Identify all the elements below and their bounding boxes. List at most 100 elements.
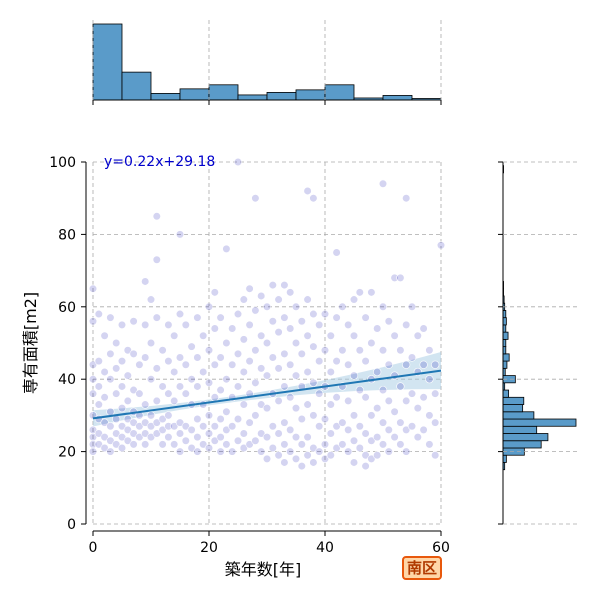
scatter-point <box>373 451 382 460</box>
scatter-point <box>373 433 382 442</box>
scatter-point <box>129 440 138 449</box>
scatter-point <box>344 447 353 456</box>
scatter-point <box>315 357 324 366</box>
scatter-point <box>216 313 225 322</box>
scatter-point <box>349 458 359 467</box>
scatter-point <box>390 433 399 442</box>
scatter-point <box>117 422 127 431</box>
histogram-y-bar <box>502 396 525 405</box>
scatter-point <box>332 393 341 402</box>
scatter-point <box>193 382 202 391</box>
scatter-point <box>355 422 364 431</box>
scatter-point <box>274 429 283 438</box>
scatter-point <box>373 367 382 377</box>
scatter-point <box>164 320 173 330</box>
scatter-point <box>199 422 208 431</box>
scatter-point <box>257 429 266 438</box>
confidence-band-fill <box>93 352 441 427</box>
scatter-point <box>210 360 219 369</box>
scatter-point <box>204 443 214 453</box>
scatter-point <box>88 389 98 398</box>
scatter-point <box>175 309 185 319</box>
scatter-point <box>141 440 150 449</box>
scatter-point <box>309 443 318 453</box>
scatter-point <box>413 404 422 413</box>
scatter-point <box>88 447 98 456</box>
scatter-point <box>239 429 248 438</box>
scatter-point <box>175 429 185 438</box>
scatter-point <box>291 338 301 348</box>
regression-line <box>92 369 442 420</box>
histogram-y-bar <box>502 317 507 326</box>
scatter-point <box>396 440 405 449</box>
scatter-point <box>106 447 115 456</box>
right-histogram <box>498 161 577 525</box>
scatter-point <box>361 313 370 322</box>
scatter-point <box>413 331 422 340</box>
scatter-point <box>146 375 156 384</box>
x-axis-label: 築年数[年] <box>225 560 302 579</box>
scatter-point <box>117 382 127 391</box>
scatter-point <box>193 313 202 322</box>
scatter-point <box>303 367 312 377</box>
histogram-x-bar <box>382 95 413 101</box>
scatter-point <box>100 443 109 453</box>
scatter-point <box>164 357 173 366</box>
histogram-x-bar <box>237 94 268 101</box>
histogram-y-bar <box>502 425 538 434</box>
scatter-point <box>349 411 359 420</box>
scatter-point <box>326 331 335 340</box>
scatter-point <box>251 436 260 445</box>
histogram-y-bar <box>502 433 549 442</box>
scatter-point <box>291 371 301 380</box>
scatter-point <box>170 396 179 406</box>
scatter-point <box>338 346 347 355</box>
scatter-point <box>268 422 277 431</box>
histogram-x-bar <box>295 89 326 101</box>
scatter-point <box>361 451 370 460</box>
histogram-y-bar <box>502 353 510 362</box>
scatter-point <box>204 302 214 311</box>
histogram-y-bar <box>502 418 577 427</box>
scatter-point <box>309 194 318 203</box>
scatter-point <box>222 375 231 384</box>
scatter-point <box>402 360 411 369</box>
scatter-point <box>88 360 98 369</box>
scatter-point <box>135 433 144 442</box>
scatter-point <box>233 349 243 358</box>
scatter-point <box>315 389 324 398</box>
y-tick-label: 60 <box>58 300 76 316</box>
scatter-point <box>141 429 150 438</box>
scatter-point <box>326 451 335 460</box>
scatter-point <box>268 443 277 453</box>
scatter-point <box>106 407 115 416</box>
scatter-point <box>233 436 243 445</box>
scatter-point <box>106 422 115 431</box>
scatter-point <box>94 440 103 449</box>
scatter-point <box>286 288 295 297</box>
scatter-point <box>431 360 440 369</box>
scatter-point <box>419 324 428 333</box>
scatter-point <box>239 335 248 344</box>
scatter-point <box>355 385 364 395</box>
scatter-point <box>315 447 324 456</box>
scatter-point <box>262 302 272 311</box>
scatter-point <box>297 317 306 326</box>
scatter-point <box>257 400 266 409</box>
scatter-point <box>123 396 132 406</box>
scatter-point <box>396 273 405 282</box>
scatter-point <box>158 382 167 391</box>
y-tick-label: 40 <box>58 372 76 388</box>
scatter-point <box>210 393 219 402</box>
scatter-point <box>286 324 295 333</box>
scatter-point <box>141 320 150 330</box>
scatter-point <box>94 309 103 319</box>
y-tick-label: 20 <box>58 445 76 461</box>
scatter-point <box>152 364 161 373</box>
scatter-point <box>100 331 109 340</box>
scatter-point <box>158 440 167 449</box>
scatter-point <box>228 447 237 456</box>
scatter-point <box>297 414 306 424</box>
scatter-point <box>396 382 405 391</box>
scatter-point <box>361 393 370 402</box>
